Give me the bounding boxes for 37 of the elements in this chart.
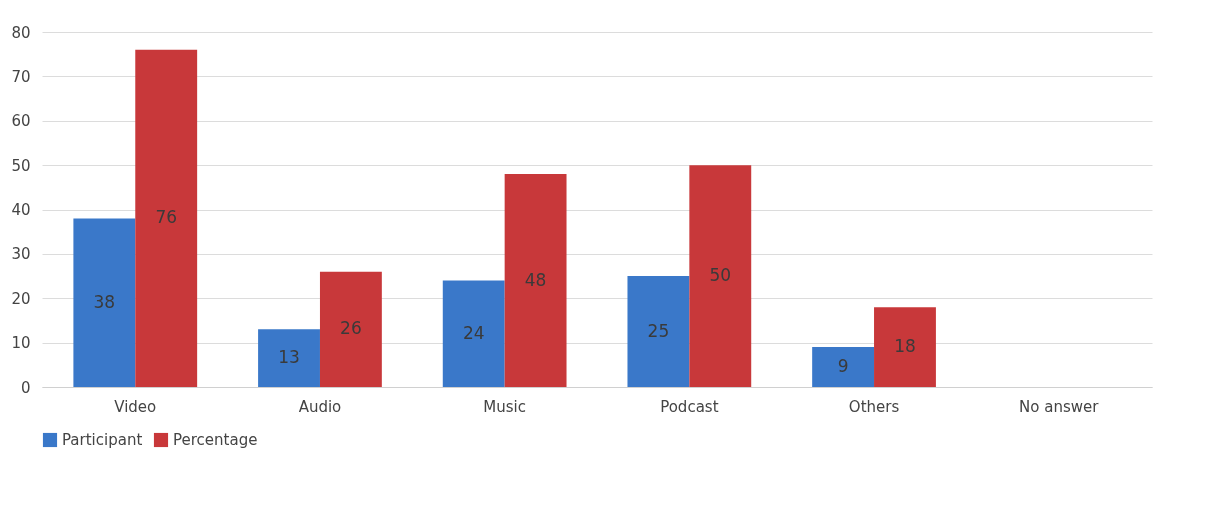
bar [627, 276, 690, 387]
data-label: 50 [709, 265, 732, 286]
y-tick-label: 10 [11, 334, 31, 353]
legend-label: Percentage [173, 431, 258, 449]
data-label: 9 [837, 356, 849, 377]
x-tick-label: Others [848, 397, 900, 416]
x-tick-label: No answer [1019, 397, 1100, 416]
x-tick-label: Music [483, 397, 526, 416]
data-label: 25 [647, 320, 670, 341]
bar [73, 218, 136, 387]
y-tick-label: 40 [11, 201, 31, 219]
data-label: 18 [894, 336, 916, 357]
y-tick-label: 30 [11, 245, 31, 264]
data-label: 76 [155, 207, 178, 228]
x-tick-label: Video [114, 397, 157, 416]
data-label: 13 [278, 347, 300, 368]
y-tick-label: 50 [11, 156, 31, 175]
x-tick-label: Audio [298, 397, 342, 416]
y-tick-label: 80 [11, 23, 31, 42]
x-tick-label: Podcast [660, 397, 719, 416]
y-tick-label: 70 [11, 67, 31, 86]
y-tick-label: 20 [11, 289, 31, 308]
data-label: 24 [462, 322, 485, 343]
data-label: 38 [93, 291, 116, 312]
data-label: 48 [524, 269, 547, 290]
y-tick-label: 60 [11, 112, 31, 131]
bar [319, 271, 382, 387]
bar [812, 347, 875, 387]
legend-label: Participant [62, 431, 143, 449]
bar [689, 165, 752, 387]
bar [874, 307, 936, 387]
bar [258, 329, 320, 387]
bar [504, 174, 567, 387]
bar [442, 280, 505, 387]
bar [135, 49, 198, 387]
y-tick-label: 0 [20, 378, 31, 397]
data-label: 26 [340, 318, 362, 339]
